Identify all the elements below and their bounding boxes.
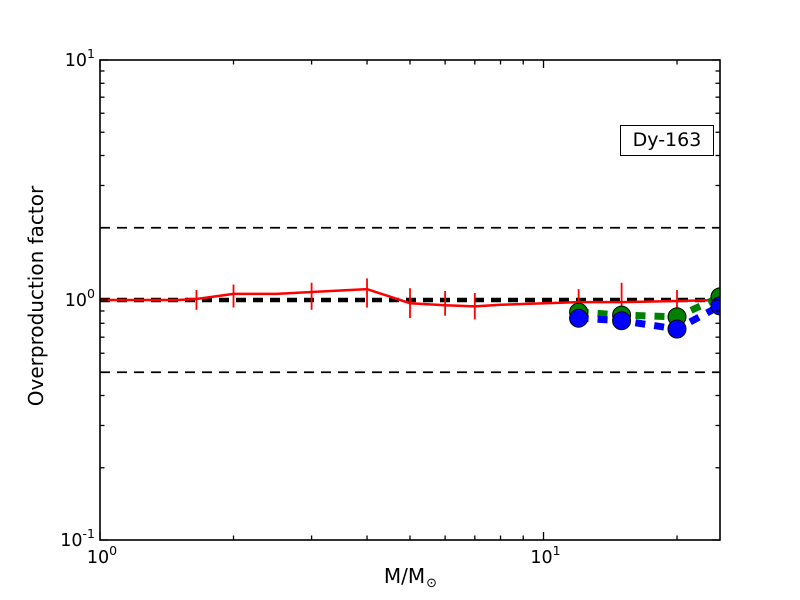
blue-dashed-series-marker: [569, 308, 589, 328]
plot-area: [100, 226, 720, 374]
y-tick-label: 10-1: [60, 526, 95, 551]
blue-dashed-series: [569, 296, 720, 339]
blue-dashed-series-path: [578, 302, 720, 333]
y-tick-label: 100: [65, 286, 95, 311]
isotope-label-text: Dy-163: [632, 129, 702, 151]
green-dashed-series-path: [578, 293, 720, 321]
x-axis-title-text: M/M: [383, 564, 426, 588]
green-dashed-series: [569, 287, 720, 327]
isotope-label-box: Dy-163: [620, 125, 714, 156]
sun-symbol: ⊙: [426, 576, 438, 591]
y-tick-label: 101: [65, 46, 95, 71]
x-tick-label: 101: [530, 543, 560, 568]
red-solid-series-path: [100, 287, 720, 308]
blue-dashed-series-marker: [612, 311, 632, 331]
x-axis-title: M/M⊙: [383, 564, 438, 591]
x-tick-label: 100: [87, 543, 117, 568]
blue-dashed-series-marker: [667, 319, 687, 339]
y-axis-title: Overproduction factor: [24, 185, 48, 407]
